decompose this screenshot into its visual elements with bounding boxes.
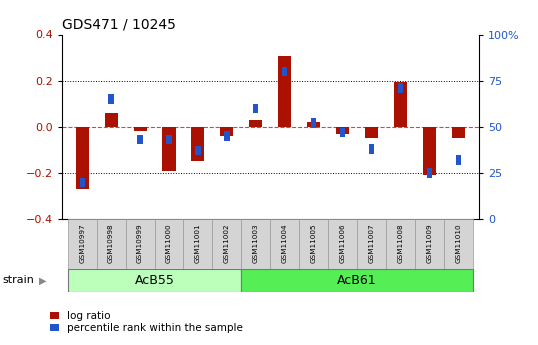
Bar <box>386 219 415 269</box>
Text: GSM10999: GSM10999 <box>137 223 143 263</box>
Bar <box>423 127 436 175</box>
Text: GSM10998: GSM10998 <box>108 223 114 263</box>
Bar <box>109 95 114 104</box>
Legend: log ratio, percentile rank within the sample: log ratio, percentile rank within the sa… <box>48 309 245 336</box>
Text: GSM11004: GSM11004 <box>282 223 288 263</box>
Bar <box>154 219 183 269</box>
Bar <box>415 219 444 269</box>
Bar <box>68 219 97 269</box>
Bar <box>104 113 118 127</box>
Bar <box>221 127 233 136</box>
Bar <box>299 219 328 269</box>
Bar <box>68 269 242 292</box>
Text: GSM11000: GSM11000 <box>166 223 172 263</box>
Bar <box>328 219 357 269</box>
Bar <box>357 219 386 269</box>
Bar <box>224 131 230 141</box>
Bar <box>166 135 172 144</box>
Bar <box>307 122 320 127</box>
Bar <box>398 83 404 93</box>
Bar <box>242 269 473 292</box>
Bar <box>456 155 461 165</box>
Bar <box>242 219 270 269</box>
Bar <box>278 57 292 127</box>
Bar <box>282 67 287 76</box>
Text: GSM11002: GSM11002 <box>224 223 230 263</box>
Text: strain: strain <box>3 276 34 285</box>
Bar <box>97 219 125 269</box>
Text: GSM11009: GSM11009 <box>427 223 433 263</box>
Bar <box>365 127 378 138</box>
Text: GSM11008: GSM11008 <box>398 223 404 263</box>
Text: GSM11001: GSM11001 <box>195 223 201 263</box>
Text: GSM11006: GSM11006 <box>339 223 346 263</box>
Text: AcB61: AcB61 <box>337 274 377 287</box>
Bar <box>137 135 143 144</box>
Text: GSM11007: GSM11007 <box>369 223 374 263</box>
Bar <box>192 127 204 161</box>
Bar <box>162 127 175 171</box>
Text: GDS471 / 10245: GDS471 / 10245 <box>62 18 176 31</box>
Bar <box>249 120 263 127</box>
Text: GSM11003: GSM11003 <box>253 223 259 263</box>
Bar <box>76 127 89 189</box>
Bar <box>311 118 316 128</box>
Bar <box>125 219 154 269</box>
Bar <box>253 104 258 113</box>
Text: GSM11005: GSM11005 <box>311 223 317 263</box>
Bar <box>271 219 299 269</box>
Bar <box>340 128 345 137</box>
Bar <box>369 144 374 154</box>
Text: GSM11010: GSM11010 <box>456 223 462 263</box>
Bar <box>213 219 242 269</box>
Bar <box>427 168 432 178</box>
Bar <box>452 127 465 138</box>
Bar <box>394 82 407 127</box>
Bar <box>80 178 85 187</box>
Text: GSM10997: GSM10997 <box>79 223 85 263</box>
Bar <box>444 219 473 269</box>
Bar <box>133 127 146 131</box>
Bar <box>183 219 213 269</box>
Text: ▶: ▶ <box>39 276 47 285</box>
Bar <box>195 146 201 155</box>
Bar <box>336 127 349 134</box>
Text: AcB55: AcB55 <box>134 274 174 287</box>
